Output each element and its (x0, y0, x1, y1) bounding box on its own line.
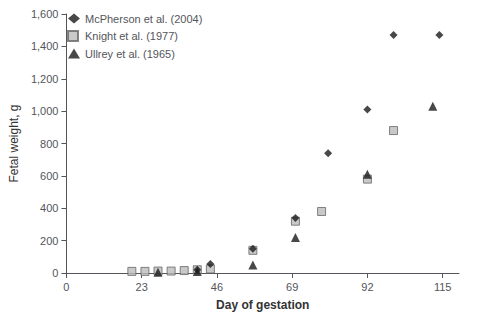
svg-text:46: 46 (211, 281, 223, 293)
svg-text:1,000: 1,000 (31, 105, 59, 117)
svg-text:115: 115 (434, 281, 452, 293)
svg-text:0: 0 (52, 267, 58, 279)
svg-text:200: 200 (40, 235, 58, 247)
svg-text:1,400: 1,400 (31, 40, 59, 52)
svg-text:23: 23 (136, 281, 148, 293)
svg-text:0: 0 (63, 281, 69, 293)
svg-text:Knight et al. (1977): Knight et al. (1977) (85, 30, 178, 42)
svg-text:800: 800 (40, 138, 58, 150)
svg-text:1,600: 1,600 (31, 8, 59, 20)
svg-text:600: 600 (40, 170, 58, 182)
svg-text:Ullrey et al. (1965): Ullrey et al. (1965) (85, 48, 175, 60)
svg-text:Fetal weight, g: Fetal weight, g (7, 104, 21, 182)
svg-text:400: 400 (40, 202, 58, 214)
svg-text:1,200: 1,200 (31, 73, 59, 85)
svg-text:Day of gestation: Day of gestation (216, 298, 309, 312)
svg-text:92: 92 (361, 281, 373, 293)
svg-text:McPherson et al. (2004): McPherson et al. (2004) (85, 13, 202, 25)
svg-text:69: 69 (286, 281, 298, 293)
